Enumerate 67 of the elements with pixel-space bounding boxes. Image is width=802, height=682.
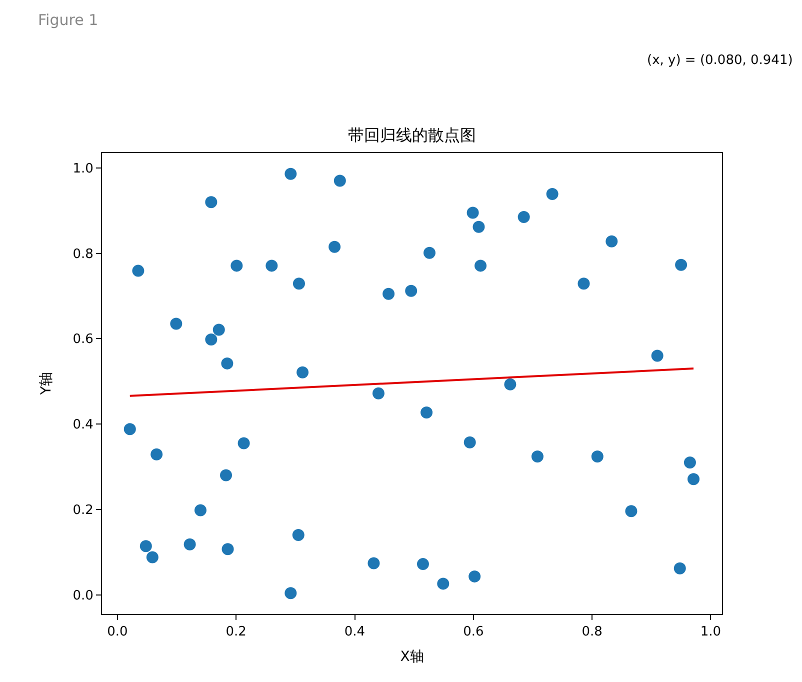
point [205, 196, 218, 208]
point [140, 540, 152, 552]
point [464, 436, 476, 448]
point [205, 334, 218, 346]
y-tick-label: 0.4 [72, 418, 94, 433]
point [284, 168, 297, 180]
point [674, 562, 686, 574]
point [230, 260, 243, 272]
point [424, 246, 436, 259]
point [675, 258, 688, 271]
caption: Figure 1 [38, 11, 98, 29]
point [146, 551, 158, 564]
point [328, 240, 341, 253]
point [221, 357, 234, 370]
y-tick-label: 0.2 [72, 502, 94, 518]
x-tick-label: 0.8 [582, 624, 602, 640]
y-axis-title: Y轴 [38, 372, 54, 396]
point [284, 587, 297, 600]
x-tick-label: 0.0 [107, 624, 128, 640]
point [578, 278, 590, 290]
x-axis-title: X轴 [400, 648, 424, 665]
point [334, 174, 346, 187]
point [468, 570, 481, 582]
chart-title: 带回归线的散点图 [348, 126, 476, 145]
point [296, 366, 309, 378]
text: (x, y) = (0.080, 0.941) [647, 53, 793, 68]
point [170, 318, 182, 330]
point [625, 505, 638, 518]
y-tick-label: 0.6 [72, 332, 94, 348]
point [368, 557, 380, 570]
y-tick-label: 0.0 [72, 588, 94, 604]
point [266, 260, 278, 272]
point [472, 220, 485, 233]
y-tick-label: 1.0 [72, 161, 94, 176]
point [606, 235, 618, 248]
point [212, 324, 225, 336]
x-tick-label: 0.2 [226, 624, 246, 640]
point [184, 538, 196, 550]
point [688, 473, 700, 486]
point [405, 284, 418, 297]
point [238, 437, 250, 450]
point [546, 188, 558, 200]
point [466, 206, 479, 219]
y-tick-label: 0.8 [72, 246, 94, 262]
x-tick-label: 1.0 [700, 624, 722, 640]
point [474, 260, 487, 272]
point [684, 456, 696, 468]
point [437, 578, 450, 590]
point [531, 450, 544, 462]
point [420, 406, 433, 419]
point [222, 543, 234, 556]
point [416, 558, 429, 570]
point [150, 448, 163, 460]
point [124, 423, 136, 436]
point [382, 288, 395, 300]
point [194, 504, 206, 516]
x-tick-label: 0.4 [344, 624, 366, 640]
point [591, 450, 604, 462]
point [504, 378, 516, 390]
point [220, 469, 232, 482]
point [292, 529, 304, 542]
point [651, 350, 664, 362]
x-tick-label: 0.6 [463, 624, 484, 640]
point [372, 387, 384, 400]
point [518, 211, 530, 224]
point [132, 264, 144, 277]
point [292, 278, 305, 290]
